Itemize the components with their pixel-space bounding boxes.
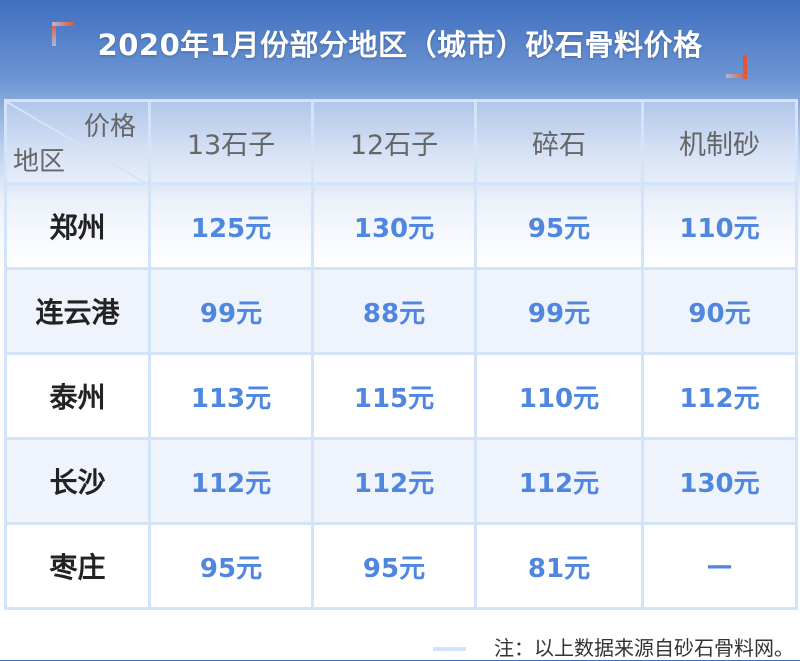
price-cell: 88元 [311, 267, 477, 355]
title-bracket-right [743, 55, 747, 79]
table-header-row: 价格 地区 13石子 12石子 碎石 机制砂 [4, 99, 798, 188]
region-cell: 连云港 [4, 267, 151, 355]
title-bracket-right [726, 74, 747, 78]
region-cell: 长沙 [4, 437, 151, 525]
column-header: 机制砂 [641, 99, 798, 185]
price-cell: 90元 [641, 267, 798, 355]
title-bracket-left [52, 22, 74, 26]
price-cell: 112元 [641, 352, 798, 440]
table-row: 郑州 125元 130元 95元 110元 [4, 182, 798, 270]
price-cell: 99元 [148, 267, 314, 355]
diagonal-divider [7, 102, 154, 188]
page-title: 2020年1月份部分地区（城市）砂石骨料价格 [97, 28, 703, 62]
price-cell: 99元 [474, 267, 644, 355]
region-cell: 枣庄 [4, 522, 151, 610]
source-note: 注：以上数据来源自砂石骨料网。 [494, 636, 794, 660]
region-axis-label: 地区 [13, 147, 66, 177]
title-bracket-left [52, 22, 56, 46]
column-header: 13石子 [148, 99, 314, 185]
price-table: 价格 地区 13石子 12石子 碎石 机制砂 郑州 125元 130元 95元 … [4, 99, 798, 610]
table-row: 连云港 99元 88元 99元 90元 [4, 267, 798, 355]
price-axis-label: 价格 [83, 112, 136, 142]
price-cell: 81元 [474, 522, 644, 610]
price-cell: 113元 [148, 352, 314, 440]
price-cell: 95元 [148, 522, 314, 610]
price-cell: 130元 [641, 437, 798, 525]
corner-header-cell: 价格 地区 [4, 99, 154, 188]
price-cell: 112元 [311, 437, 477, 525]
note-divider [433, 647, 466, 651]
price-cell: 95元 [311, 522, 477, 610]
column-header: 12石子 [311, 99, 477, 185]
price-cell: 110元 [641, 182, 798, 270]
table-row: 枣庄 95元 95元 81元 — [4, 522, 798, 610]
price-cell: 125元 [148, 182, 314, 270]
price-cell: 130元 [311, 182, 477, 270]
region-cell: 郑州 [4, 182, 151, 270]
table-row: 长沙 112元 112元 112元 130元 [4, 437, 798, 525]
price-cell: 112元 [474, 437, 644, 525]
price-cell: — [641, 522, 798, 610]
price-cell: 115元 [311, 352, 477, 440]
price-cell: 95元 [474, 182, 644, 270]
table-row: 泰州 113元 115元 110元 112元 [4, 352, 798, 440]
region-cell: 泰州 [4, 352, 151, 440]
price-cell: 112元 [148, 437, 314, 525]
column-header: 碎石 [474, 99, 644, 185]
price-cell: 110元 [474, 352, 644, 440]
